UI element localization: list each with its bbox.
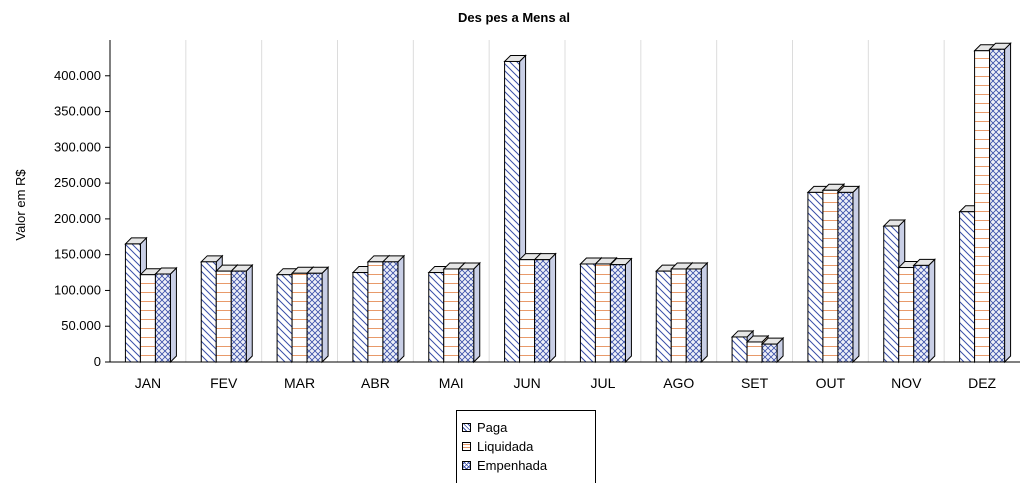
y-tick-label: 200.000 — [54, 211, 101, 226]
bar-liquidada-fev — [215, 270, 232, 363]
legend-item-liquidada: Liquidada — [462, 437, 595, 456]
y-tick-label: 250.000 — [54, 175, 101, 190]
x-tick-label: DEZ — [968, 375, 996, 391]
bar-liquidada-abr — [367, 261, 384, 363]
legend-item-paga: Paga — [462, 418, 595, 437]
bar-side — [1004, 42, 1012, 364]
bar-empenhada-jul — [609, 264, 626, 363]
legend-swatch-paga — [462, 423, 471, 432]
bar-empenhada-abr — [382, 261, 399, 363]
chart-title: Des pes a Mens al — [458, 10, 570, 25]
bar-paga-jan — [124, 243, 141, 363]
bar-side — [928, 258, 936, 364]
bar-paga-jul — [579, 263, 596, 363]
bar-empenhada-fev — [230, 270, 247, 363]
bar-paga-fev — [200, 261, 217, 363]
x-tick-label: FEV — [210, 375, 238, 391]
bar-empenhada-nov — [913, 264, 930, 363]
legend: Paga Liquidada Empenhada — [456, 410, 596, 483]
bar-liquidada-jan — [139, 274, 156, 363]
y-tick-label: 0 — [94, 354, 101, 369]
x-tick-label: JUN — [513, 375, 540, 391]
x-tick-label: ABR — [361, 375, 390, 391]
bar-liquidada-out — [822, 189, 839, 363]
bar-side — [549, 252, 557, 364]
legend-swatch-liquidada — [462, 442, 471, 451]
bar-paga-mar — [276, 274, 293, 363]
legend-label-empenhada: Empenhada — [477, 458, 548, 473]
bar-liquidada-mar — [291, 272, 308, 363]
bar-liquidada-jul — [594, 263, 611, 363]
bar-side — [624, 257, 632, 364]
bar-side — [700, 261, 708, 364]
x-tick-label: MAR — [284, 375, 315, 391]
bar-empenhada-jun — [534, 259, 551, 363]
y-tick-label: 300.000 — [54, 139, 101, 154]
bar-side — [245, 263, 253, 364]
bar-liquidada-set — [746, 341, 763, 363]
bar-side — [321, 266, 329, 364]
bar-side — [852, 185, 860, 364]
legend-swatch-empenhada — [462, 461, 471, 470]
legend-label-liquidada: Liquidada — [477, 439, 534, 454]
bar-paga-set — [731, 336, 748, 363]
bar-empenhada-set — [761, 343, 778, 363]
x-tick-label: OUT — [816, 375, 846, 391]
x-tick-label: NOV — [891, 375, 922, 391]
y-tick-label: 150.000 — [54, 247, 101, 262]
y-tick-label: 100.000 — [54, 282, 101, 297]
x-tick-label: JAN — [135, 375, 161, 391]
bar-empenhada-out — [837, 191, 854, 363]
legend-item-empenhada: Empenhada — [462, 456, 595, 475]
bar-empenhada-mai — [458, 268, 475, 363]
bar-side — [473, 261, 481, 364]
x-tick-label: MAI — [439, 375, 464, 391]
y-tick-label: 50.000 — [61, 318, 101, 333]
bar-paga-ago — [655, 270, 672, 363]
bar-liquidada-jun — [519, 259, 536, 363]
bar-liquidada-ago — [670, 268, 687, 363]
bar-paga-out — [807, 191, 824, 363]
bar-empenhada-mar — [306, 272, 323, 363]
bar-empenhada-ago — [685, 268, 702, 363]
x-tick-label: AGO — [663, 375, 694, 391]
bar-paga-nov — [883, 225, 900, 363]
bar-liquidada-nov — [898, 267, 915, 363]
bar-paga-dez — [959, 211, 976, 363]
y-axis-label: Valor em R$ — [13, 169, 28, 241]
x-tick-label: SET — [741, 375, 769, 391]
bar-empenhada-jan — [154, 273, 171, 363]
y-tick-label: 400.000 — [54, 68, 101, 83]
bar-side — [169, 266, 177, 364]
bar-side — [397, 254, 405, 364]
x-tick-label: JUL — [590, 375, 615, 391]
bar-paga-abr — [352, 272, 369, 363]
bar-liquidada-dez — [974, 50, 991, 363]
bar-empenhada-dez — [989, 48, 1006, 363]
bar-paga-jun — [504, 60, 521, 363]
y-tick-label: 350.000 — [54, 104, 101, 119]
legend-label-paga: Paga — [477, 420, 508, 435]
bar-paga-mai — [428, 272, 445, 363]
bar-liquidada-mai — [443, 268, 460, 363]
